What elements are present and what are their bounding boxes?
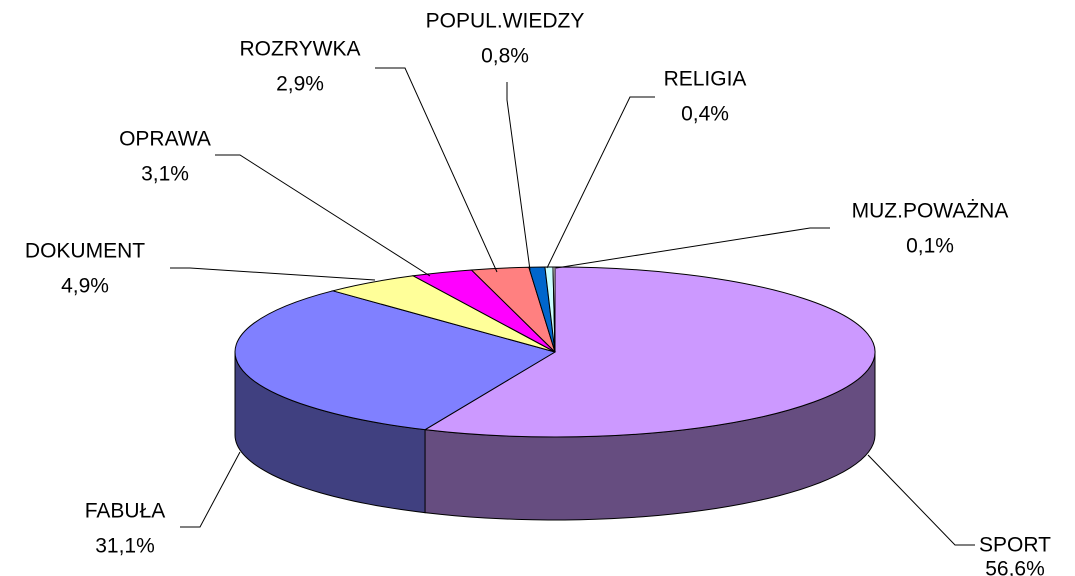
slice-label: OPRAWA bbox=[119, 128, 211, 151]
pie-slice bbox=[234, 290, 557, 431]
slice-label: MUZ.POWAŻNA bbox=[852, 200, 1009, 223]
slice-label: ROZRYWKA bbox=[240, 38, 361, 61]
leader-line bbox=[555, 227, 830, 269]
slice-value-label: 56,6% bbox=[985, 558, 1045, 576]
slice-label: DOKUMENT bbox=[25, 240, 145, 263]
slice-label: POPUL.WIEDZY bbox=[426, 10, 585, 33]
slice-label: RELIGIA bbox=[664, 68, 747, 91]
pie-slice bbox=[552, 266, 556, 353]
leader-line bbox=[506, 82, 531, 271]
slice-value-label: 0,1% bbox=[906, 235, 954, 258]
slice-value-label: 0,4% bbox=[681, 103, 729, 126]
slice-value-label: 0,8% bbox=[481, 45, 529, 68]
leader-line bbox=[215, 154, 431, 277]
slice-value-label: 4,9% bbox=[61, 275, 109, 298]
leader-line bbox=[546, 96, 655, 269]
slice-label: SPORT bbox=[979, 534, 1051, 557]
leader-line bbox=[170, 267, 376, 281]
slice-value-label: 3,1% bbox=[141, 163, 189, 186]
leader-line bbox=[867, 454, 975, 546]
pie-slice bbox=[423, 266, 876, 438]
slice-value-label: 31,1% bbox=[95, 535, 155, 558]
slice-label: FABUŁA bbox=[85, 500, 166, 523]
leader-line bbox=[375, 67, 498, 273]
slice-value-label: 2,9% bbox=[276, 73, 324, 96]
leader-line bbox=[180, 451, 241, 528]
